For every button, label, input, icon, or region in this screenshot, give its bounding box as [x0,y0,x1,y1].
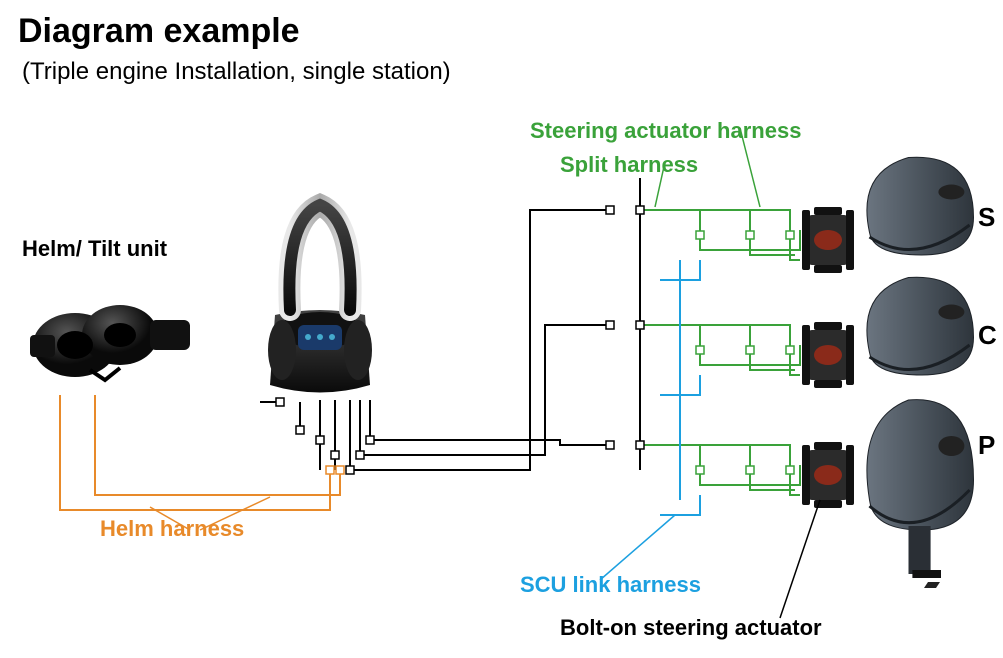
actuator-p [800,440,855,515]
engine-s-letter: S [978,202,995,233]
throttle-control [240,190,400,400]
split-harness-label: Split harness [560,152,698,178]
diagram-title: Diagram example [18,12,300,51]
bolt-on-label: Bolt-on steering actuator [560,615,822,641]
actuator-s [800,205,855,280]
helm-tilt-unit [20,280,210,400]
diagram-subtitle: (Triple engine Installation, single stat… [22,58,451,86]
engine-c-letter: C [978,320,997,351]
actuator-c [800,320,855,395]
engine-p [850,390,980,590]
helm-harness-label: Helm harness [100,516,244,542]
helm-tilt-label: Helm/ Tilt unit [22,236,167,262]
engine-p-letter: P [978,430,995,461]
actuator-harness-label: Steering actuator harness [530,118,801,144]
scu-link-label: SCU link harness [520,572,701,598]
